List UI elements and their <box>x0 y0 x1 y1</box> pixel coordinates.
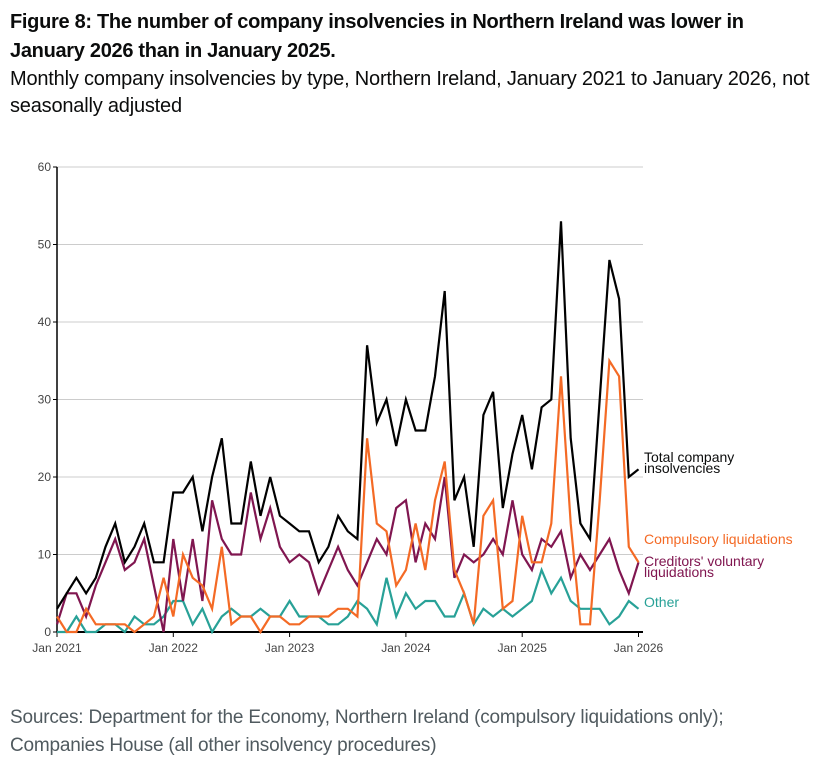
x-tick-label: Jan 2022 <box>149 641 199 655</box>
legend-label: Other <box>644 594 679 610</box>
series-line-creditors-voluntary-liquidations <box>55 476 640 633</box>
x-tick-label: Jan 2025 <box>498 641 548 655</box>
legend-label-line: liquidations <box>644 564 714 580</box>
y-tick-label: 50 <box>38 238 52 252</box>
y-tick-label: 30 <box>38 393 52 407</box>
y-tick-label: 40 <box>38 315 52 329</box>
x-axis: Jan 2021 Jan 2022 Jan 2023 Jan 2024 Jan 2025… <box>32 631 664 655</box>
series-line-total-company-insolvencies <box>56 221 640 610</box>
gridlines <box>57 166 643 555</box>
y-tick-label: 20 <box>38 470 52 484</box>
x-tick-label: Jan 2026 <box>614 641 664 655</box>
legend-label-line: insolvencies <box>644 460 720 476</box>
chart-subtitle: Monthly company insolvencies by type, No… <box>10 68 810 117</box>
legend-label: Creditors' voluntary liquidations <box>644 553 764 580</box>
y-axis: 0 10 20 30 40 50 60 <box>38 160 58 639</box>
legend: Total company insolvencies Compulsory liqu… <box>644 449 793 610</box>
x-tick-label: Jan 2023 <box>265 641 315 655</box>
y-tick-label: 60 <box>38 160 52 174</box>
legend-label-line: Other <box>644 594 679 610</box>
series-line-other <box>57 566 640 635</box>
legend-label: Total company insolvencies <box>644 449 734 476</box>
y-tick-label: 10 <box>38 548 52 562</box>
series-lines <box>55 221 640 635</box>
series-line-compulsory-liquidations <box>56 357 640 635</box>
x-tick-label: Jan 2024 <box>381 641 431 655</box>
source-note: Sources: Department for the Economy, Nor… <box>10 707 724 756</box>
legend-label-line: Total company <box>644 449 734 465</box>
legend-label-line: Compulsory liquidations <box>644 531 793 547</box>
x-tick-label: Jan 2021 <box>32 641 82 655</box>
legend-label: Compulsory liquidations <box>644 531 793 547</box>
y-tick-label: 0 <box>44 625 51 639</box>
chart-title: Figure 8: The number of company insolven… <box>10 11 744 62</box>
legend-label-line: Creditors' voluntary <box>644 553 764 569</box>
